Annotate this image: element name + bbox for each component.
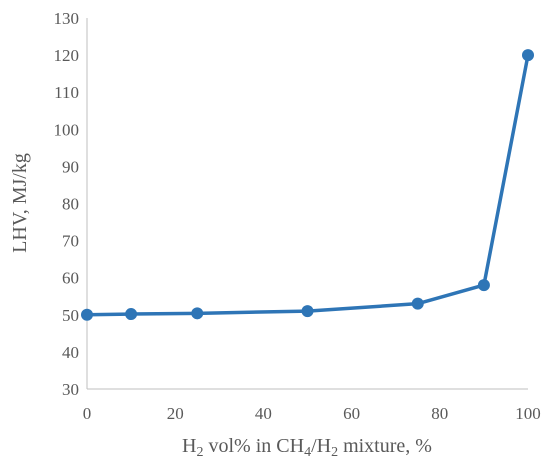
x-tick-label: 60 <box>343 404 360 423</box>
y-tick-label: 110 <box>54 83 79 102</box>
x-axis-title-subscript: 4 <box>304 445 311 460</box>
y-axis-title: LHV, MJ/kg <box>9 153 31 253</box>
y-tick-label: 30 <box>62 380 79 399</box>
x-tick-label: 0 <box>83 404 92 423</box>
y-tick-label: 130 <box>54 9 80 28</box>
x-axis-title-subscript: 2 <box>331 445 338 460</box>
y-tick-label: 90 <box>62 157 79 176</box>
x-tick-label: 100 <box>515 404 541 423</box>
x-axis-title-subscript: 2 <box>197 445 204 460</box>
y-tick-label: 60 <box>62 269 79 288</box>
x-axis-title: H2 vol% in CH4/H2 mixture, % <box>182 435 432 460</box>
y-tick-label: 100 <box>54 120 80 139</box>
data-point <box>125 308 138 321</box>
x-axis-title-part: mixture, % <box>338 435 432 457</box>
y-tick-label: 50 <box>62 306 79 325</box>
y-tick-label: 80 <box>62 195 79 214</box>
data-point <box>191 307 204 320</box>
data-point <box>522 49 534 62</box>
x-axis-title-part: vol% in CH <box>204 435 305 457</box>
x-axis-title-part: /H <box>311 435 331 457</box>
y-tick-label: 40 <box>62 343 79 362</box>
series-line <box>86 54 530 317</box>
data-point <box>411 297 424 310</box>
y-tick-label: 120 <box>54 46 80 65</box>
x-tick-labels: 0 20 40 60 80 100 <box>83 404 541 423</box>
x-tick-label: 20 <box>167 404 184 423</box>
x-axis-title-part: H <box>182 435 196 457</box>
x-tick-label: 40 <box>255 404 272 423</box>
y-tick-labels: 30 40 50 60 70 80 90 100 110 120 130 <box>54 9 80 399</box>
x-tick-label: 80 <box>431 404 448 423</box>
data-point <box>301 305 314 318</box>
data-points <box>81 49 534 321</box>
data-point <box>477 279 490 292</box>
data-point <box>81 308 93 321</box>
y-tick-label: 70 <box>62 232 79 251</box>
